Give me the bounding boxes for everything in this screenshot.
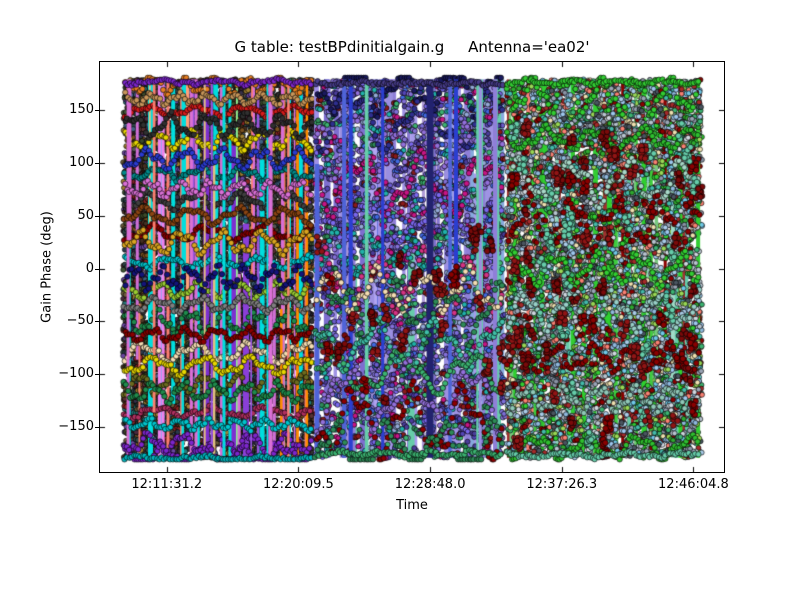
y-tick-label: 0: [85, 260, 94, 276]
x-axis-label: Time: [396, 498, 428, 513]
y-tick-mark: [95, 110, 100, 112]
y-tick-mark: [95, 321, 100, 323]
y-tick-mark: [95, 215, 100, 217]
y-tick-mark: [95, 373, 100, 375]
scatter-canvas: [100, 62, 724, 472]
y-axis-tick-labels: 150 100 50 0 −50 −100 −150: [0, 62, 94, 472]
x-tick-label: 12:37:26.3: [526, 477, 598, 492]
y-axis-tick-marks: [95, 62, 100, 472]
y-tick-label: −150: [58, 418, 94, 434]
x-tick-label: 12:46:04.8: [658, 477, 729, 492]
y-tick-label: −100: [58, 365, 94, 381]
plot-area: [99, 61, 725, 473]
y-tick-label: 50: [77, 207, 94, 223]
y-tick-label: 100: [69, 155, 94, 171]
y-tick-mark: [95, 268, 100, 270]
chart-title: G table: testBPdinitialgain.g Antenna='e…: [234, 38, 590, 56]
x-tick-label: 12:28:48.0: [394, 477, 466, 492]
y-tick-mark: [95, 163, 100, 165]
y-tick-label: 150: [69, 102, 94, 118]
x-tick-label: 12:20:09.5: [263, 477, 334, 492]
x-axis-tick-labels: 12:11:31.2 12:20:09.5 12:28:48.0 12:37:26.3…: [100, 477, 728, 495]
x-tick-label: 12:11:31.2: [131, 477, 203, 492]
y-tick-label: −50: [66, 313, 94, 329]
y-tick-mark: [95, 426, 100, 428]
